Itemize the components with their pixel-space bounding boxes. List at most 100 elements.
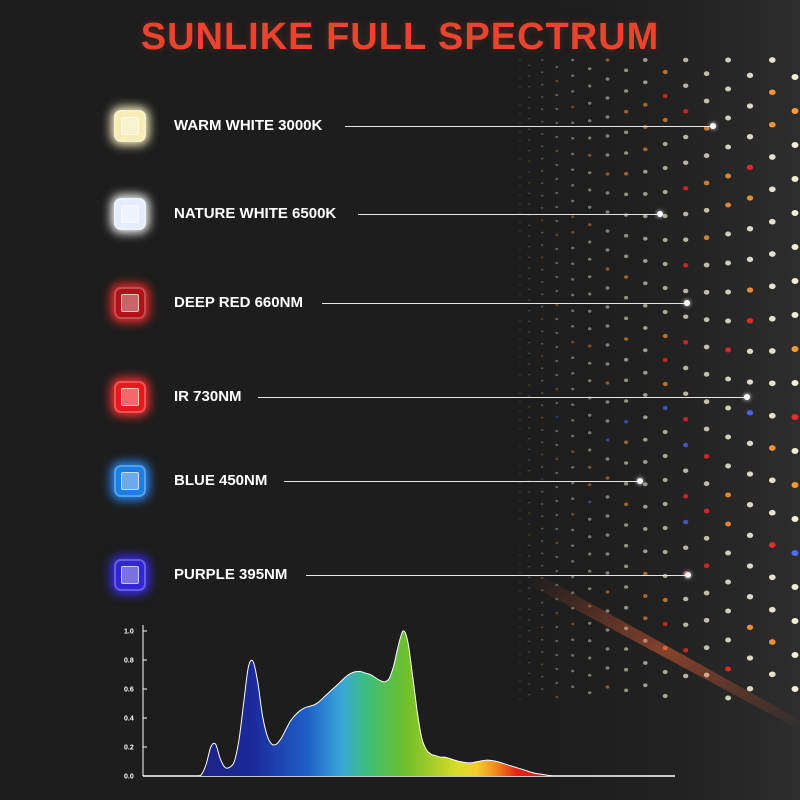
- led-dot: [528, 331, 531, 333]
- led-dot: [587, 136, 592, 140]
- led-dot: [540, 428, 544, 432]
- led-dot: [528, 448, 531, 451]
- led-dot: [540, 441, 544, 444]
- led-dot: [555, 233, 559, 237]
- led-dot: [643, 259, 648, 263]
- led-dot: [519, 365, 521, 367]
- led-dot: [703, 180, 710, 186]
- led-dot: [725, 405, 732, 411]
- led-dot: [703, 153, 710, 159]
- led-dot: [571, 293, 575, 297]
- led-dot: [703, 563, 710, 569]
- led-dot: [791, 346, 799, 352]
- led-dot: [519, 140, 521, 142]
- led-dot: [528, 299, 531, 301]
- led-dot: [703, 453, 710, 459]
- led-dot: [683, 134, 689, 140]
- led-dot: [746, 440, 754, 446]
- led-dot: [555, 653, 559, 657]
- led-dot: [555, 135, 559, 139]
- led-dot: [519, 167, 521, 169]
- led-dot: [791, 108, 799, 114]
- leader-dot: [637, 478, 643, 484]
- led-dot: [519, 590, 521, 592]
- led-dot: [528, 384, 531, 387]
- led-dot: [540, 391, 544, 395]
- led-dot: [571, 465, 575, 469]
- led-dot: [540, 687, 544, 691]
- led-dot: [587, 569, 592, 573]
- led-dot: [555, 191, 559, 195]
- led-dot: [662, 501, 668, 507]
- led-dot: [528, 224, 531, 227]
- led-dot: [746, 287, 754, 293]
- nature-white-led-chip: [114, 198, 146, 230]
- led-dot: [746, 164, 754, 170]
- led-dot: [605, 248, 610, 252]
- led-dot: [746, 686, 754, 692]
- led-dot: [555, 639, 559, 643]
- warm-white-led-chip: [114, 110, 146, 142]
- led-dot: [540, 453, 544, 456]
- led-dot: [540, 330, 544, 333]
- spectrum-curve: [178, 630, 675, 777]
- led-dot: [623, 254, 629, 259]
- led-dot: [519, 554, 521, 556]
- led-dot: [528, 491, 531, 493]
- led-dot: [587, 240, 592, 244]
- led-dot: [519, 149, 521, 151]
- led-dot: [519, 653, 521, 655]
- led-dot: [519, 338, 521, 340]
- led-dot: [768, 121, 776, 128]
- led-dot: [662, 693, 668, 699]
- led-dot: [571, 387, 575, 391]
- led-dot: [662, 357, 668, 363]
- led-dot: [587, 292, 592, 296]
- led-dot: [519, 401, 521, 403]
- y-tick-label: 1.0: [124, 629, 134, 636]
- led-dot: [725, 289, 732, 295]
- led-dot: [587, 119, 592, 123]
- led-dot: [555, 527, 559, 531]
- led-dot: [519, 545, 521, 547]
- led-dot: [528, 395, 531, 397]
- led-dot: [643, 460, 648, 464]
- led-dot: [519, 320, 521, 322]
- led-dot: [587, 309, 592, 313]
- led-dot: [540, 71, 544, 74]
- led-dot: [725, 695, 732, 701]
- led-dot: [555, 303, 559, 307]
- led-dot: [662, 141, 668, 147]
- led-dot: [587, 500, 592, 504]
- led-dot: [643, 236, 648, 241]
- led-dot: [791, 686, 799, 692]
- led-dot: [605, 609, 610, 613]
- led-dot: [528, 96, 531, 99]
- led-dot: [605, 685, 610, 689]
- led-dot: [725, 347, 732, 353]
- led-dot: [703, 590, 710, 596]
- led-dot: [528, 203, 531, 205]
- led-dot: [768, 574, 776, 581]
- led-dot: [725, 318, 732, 324]
- led-dot: [746, 379, 754, 385]
- led-dot: [768, 380, 776, 387]
- led-dot: [746, 134, 754, 140]
- led-dot: [540, 108, 544, 111]
- led-dot: [540, 490, 544, 493]
- led-dot: [605, 438, 610, 442]
- led-dot: [528, 555, 531, 557]
- led-dot: [528, 288, 531, 291]
- led-dot: [605, 533, 610, 537]
- led-dot: [555, 429, 559, 433]
- leader-dot: [710, 123, 716, 129]
- led-dot: [662, 549, 668, 555]
- led-dot: [605, 571, 610, 575]
- led-dot: [791, 380, 799, 386]
- led-dot: [528, 341, 531, 344]
- led-dot: [791, 176, 799, 182]
- led-dot: [746, 103, 754, 109]
- led-dot: [519, 491, 521, 493]
- led-dot: [528, 75, 531, 77]
